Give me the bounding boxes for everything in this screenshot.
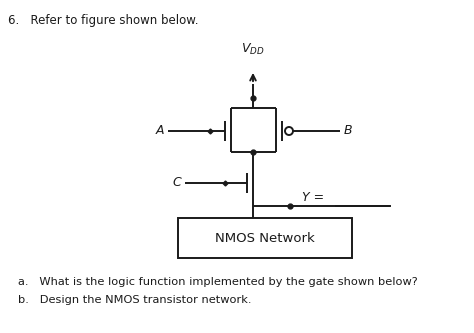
Text: NMOS Network: NMOS Network (215, 231, 315, 244)
Text: 6.   Refer to figure shown below.: 6. Refer to figure shown below. (8, 14, 199, 27)
Text: A: A (155, 125, 164, 138)
Text: Y =: Y = (302, 191, 324, 204)
Bar (178, 218, 352, 258)
Text: a.   What is the logic function implemented by the gate shown below?: a. What is the logic function implemente… (18, 277, 418, 287)
Text: $V_{DD}$: $V_{DD}$ (241, 42, 265, 57)
Text: B: B (344, 125, 353, 138)
Text: b.   Design the NMOS transistor network.: b. Design the NMOS transistor network. (18, 295, 252, 305)
Text: C: C (172, 176, 181, 189)
